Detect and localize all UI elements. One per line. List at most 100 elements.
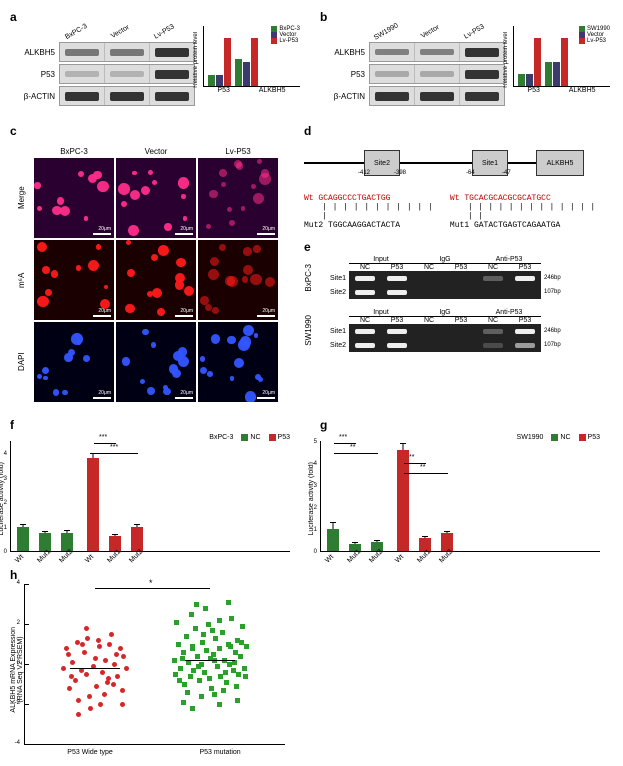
blot-band — [375, 49, 409, 56]
blot-band — [110, 71, 144, 76]
scatter-point — [223, 670, 228, 675]
if-col-header: Lv-P53 — [198, 147, 278, 156]
cell-spot — [178, 347, 187, 356]
scatter-point — [185, 690, 190, 695]
cell-spot — [42, 367, 49, 374]
chip-sub-header: P53 — [509, 317, 541, 324]
cell-spot — [64, 353, 73, 362]
bar-xlabel: P53 — [527, 87, 539, 94]
cell-spot — [212, 307, 219, 314]
luc-bar — [397, 450, 409, 551]
scatter-point — [188, 674, 193, 679]
cell-spot — [178, 356, 189, 367]
cell-spot — [211, 334, 221, 344]
cell-spot — [257, 159, 262, 164]
blot-band — [155, 48, 189, 57]
cell-spot — [251, 184, 256, 189]
blot-row: β-ACTIN — [10, 86, 195, 106]
cell-spot — [78, 171, 84, 177]
cell-spot — [151, 342, 157, 348]
panel-h: h ALKBH5 mRNA Expression (RNA Seq V2 RSE… — [10, 568, 613, 756]
sig-bracket — [404, 473, 448, 474]
ytick: 3 — [4, 476, 7, 482]
cell-spot — [88, 174, 97, 183]
bar — [243, 62, 250, 86]
row-fg: f BxPC-3NCP53Luciferase activity (fold)0… — [10, 418, 613, 552]
scale-bar — [257, 315, 275, 317]
chip-lane — [509, 338, 541, 352]
cell-spot — [37, 374, 42, 379]
if-image-cell: 20μm — [198, 158, 278, 238]
scatter-point — [88, 706, 93, 711]
chip-lane — [477, 285, 509, 299]
mut-seq: GATACTGAGTCAGAATGA — [474, 221, 560, 230]
ytick: 1 — [314, 527, 317, 533]
cell-spot — [62, 390, 67, 395]
scatter-point — [217, 646, 222, 651]
cell-spot — [255, 374, 261, 380]
chip-sub-header: P53 — [445, 317, 477, 324]
scatter-point — [236, 672, 241, 677]
bar-group: *** — [208, 38, 232, 86]
blot-lane — [460, 87, 504, 105]
cell-spot — [43, 376, 47, 380]
chart-ylabel: Relative protein level — [193, 32, 199, 88]
cell-spot — [243, 325, 254, 336]
cell-spot — [229, 220, 235, 226]
scatter-point — [73, 678, 78, 683]
sig-label: ** — [420, 464, 425, 471]
blot-lane — [150, 87, 194, 105]
blot-lane — [60, 65, 105, 83]
scatter-point — [118, 646, 123, 651]
cell-spot — [230, 376, 235, 381]
if-image-cell: 20μm — [116, 322, 196, 402]
chip-table: InputIgGAnti-P53NCP53NCP53NCP53Site1246b… — [319, 309, 573, 352]
scatter-point — [121, 654, 126, 659]
blot-lane — [460, 43, 504, 61]
chip-lane — [477, 338, 509, 352]
scatter-point — [220, 630, 225, 635]
luc-title: SW1990 — [517, 434, 544, 441]
blot-lanes — [59, 64, 195, 84]
cell-spot — [242, 276, 249, 283]
scale-text: 20μm — [98, 390, 111, 396]
cell-spot — [169, 364, 178, 373]
legend-item: Lv-P53 — [271, 38, 300, 44]
scatter-point — [217, 618, 222, 623]
cell-spot — [175, 273, 185, 283]
scatter-ytick: -4 — [15, 740, 20, 746]
if-row-header: Merge — [17, 158, 26, 238]
blot-lanes — [59, 86, 195, 106]
wt-seq: TGCACGCACGCGCATGCC — [464, 194, 550, 203]
blot-lanes — [59, 42, 195, 62]
scatter-point — [184, 634, 189, 639]
panel-g-label: g — [320, 418, 600, 432]
if-row-header: DAPI — [17, 322, 26, 402]
ytick: 1 — [4, 525, 7, 531]
blot-lane — [415, 87, 460, 105]
legend-text: Lv-P53 — [279, 38, 298, 44]
scatter-point — [173, 672, 178, 677]
panel-a-legend: BxPC-3VectorLv-P53 — [271, 26, 300, 44]
chip-lane — [477, 271, 509, 285]
cell-spot — [221, 182, 227, 188]
gene-box: ALKBH5 — [536, 150, 584, 176]
scatter-point — [64, 646, 69, 651]
legend-text: NC — [250, 434, 260, 441]
cell-spot — [152, 288, 162, 298]
mut-label: Mut2 — [304, 221, 323, 230]
scatter-point — [228, 644, 233, 649]
scatter-point — [61, 666, 66, 671]
scatter-point — [70, 660, 75, 665]
panel-f-label: f — [10, 418, 290, 432]
chip-sub-header: P53 — [509, 264, 541, 271]
scatter-point — [196, 664, 201, 669]
scatter-point — [100, 670, 105, 675]
panel-h-label: h — [10, 568, 613, 582]
bar — [235, 59, 242, 86]
scatter-point — [105, 680, 110, 685]
blot-lane — [150, 43, 194, 61]
chip-lane — [349, 285, 381, 299]
cell-spot — [126, 240, 131, 245]
scale-bar — [175, 315, 193, 317]
